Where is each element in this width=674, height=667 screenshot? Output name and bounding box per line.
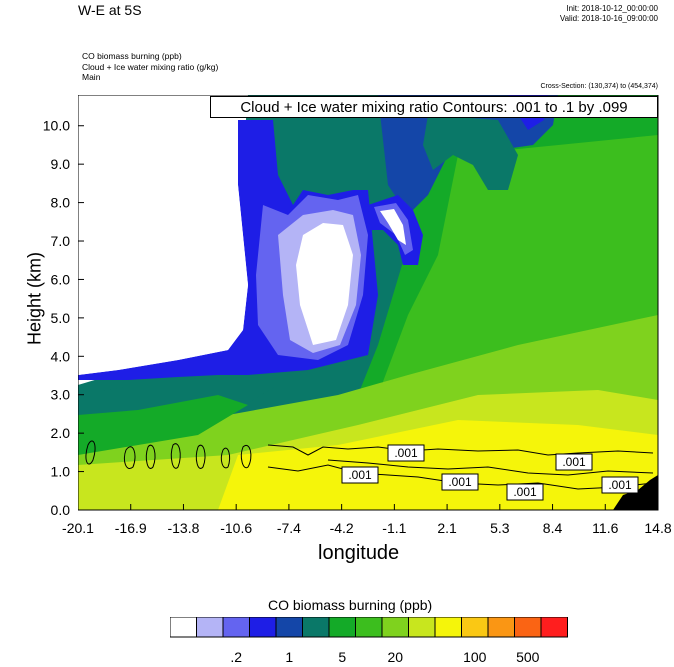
plot-frame: [78, 95, 659, 511]
y-tick-label: 1.0: [51, 464, 71, 480]
colorbar-swatch: [170, 617, 197, 638]
colorbar-tick-label: 20: [387, 649, 403, 665]
x-tick-label: -10.6: [220, 520, 252, 536]
y-tick-label: 10.0: [43, 118, 70, 134]
axis-tick-labels: -20.1 -16.9 -13.8 -10.6 -7.4 -4.2 -1.1 2.1 5.3 8.…: [43, 118, 672, 536]
contour-info-box: Cloud + Ice water mixing ratio Contours:…: [210, 96, 658, 118]
x-tick-label: -1.1: [382, 520, 406, 536]
x-tick-label: -16.9: [115, 520, 147, 536]
colorbar-swatch: [381, 617, 409, 638]
field-main-label: Main: [82, 72, 101, 82]
colorbar-swatch: [487, 617, 515, 638]
field-cloud-label: Cloud + Ice water mixing ratio (g/kg): [82, 61, 219, 72]
colorbar-tick-label: .2: [230, 649, 242, 665]
field-co-label: CO biomass burning (ppb): [82, 51, 182, 61]
y-tick-label: 5.0: [51, 310, 71, 326]
colorbar-swatch: [540, 617, 568, 638]
y-tick-label: 8.0: [51, 195, 71, 211]
co-shaded-field: [78, 95, 658, 510]
x-tick-label: 5.3: [490, 520, 510, 536]
x-tick-label: 8.4: [543, 520, 563, 536]
x-tick-label: -13.8: [167, 520, 199, 536]
colorbar-swatch: [434, 617, 462, 638]
colorbar-swatch: [461, 617, 489, 638]
y-tick-label: 3.0: [51, 387, 71, 403]
colorbar-swatch: [328, 617, 356, 638]
colorbar-swatch: [408, 617, 436, 638]
colorbar-swatch: [222, 617, 250, 638]
contour-label: .001: [608, 478, 632, 492]
colorbar-swatch: [275, 617, 303, 638]
colorbar-swatch: [514, 617, 542, 638]
x-axis-label: longitude: [318, 542, 400, 564]
y-tick-label: 6.0: [51, 271, 71, 287]
y-tick-label: 0.0: [51, 502, 71, 518]
y-tick-label: 9.0: [51, 156, 71, 172]
x-tick-label: -7.4: [277, 520, 301, 536]
colorbar-swatch: [249, 617, 277, 638]
contour-label: .001: [448, 475, 472, 489]
contour-label: .001: [562, 455, 586, 469]
colorbar-swatch: [355, 617, 383, 638]
x-tick-label: 14.8: [644, 520, 671, 536]
colorbar: .2 1 5 20 100 500: [170, 617, 568, 665]
x-tick-label: -20.1: [62, 520, 94, 536]
y-tick-label: 4.0: [51, 348, 71, 364]
colorbar-tick-label: 5: [338, 649, 346, 665]
y-tick-label: 2.0: [51, 425, 71, 441]
y-axis-label: Height (km): [24, 252, 45, 346]
x-tick-label: 2.1: [437, 520, 457, 536]
cross-section-label: Cross-Section: (130,374) to (454,374): [540, 83, 658, 90]
y-tick-label: 7.0: [51, 233, 71, 249]
cross-section-plot: .001 .001 .001 .001 .001 .001: [78, 95, 659, 511]
init-valid-times: Init: 2018-10-12_00:00:00 Valid: 2018-10…: [560, 4, 658, 24]
valid-time: Valid: 2018-10-16_09:00:00: [559, 14, 658, 23]
field-descriptions: CO biomass burning (ppb) Cloud + Ice wat…: [82, 51, 218, 83]
x-tick-label: -4.2: [330, 520, 354, 536]
colorbar-tick-label: 100: [463, 649, 487, 665]
colorbar-swatch: [196, 617, 224, 638]
contour-label: .001: [394, 446, 418, 460]
init-time: Init: 2018-10-12_00:00:00: [566, 4, 658, 13]
axis-ticks: [78, 125, 659, 511]
colorbar-title: CO biomass burning (ppb): [268, 597, 433, 613]
contour-label: .001: [348, 468, 372, 482]
colorbar-tick-label: 1: [285, 649, 293, 665]
plot-title: W-E at 5S: [78, 2, 142, 18]
contour-labels: .001 .001 .001 .001 .001 .001: [341, 444, 639, 501]
colorbar-tick-label: 500: [516, 649, 540, 665]
contour-label: .001: [513, 485, 537, 499]
x-tick-label: 11.6: [592, 520, 618, 536]
colorbar-swatch: [302, 617, 330, 638]
